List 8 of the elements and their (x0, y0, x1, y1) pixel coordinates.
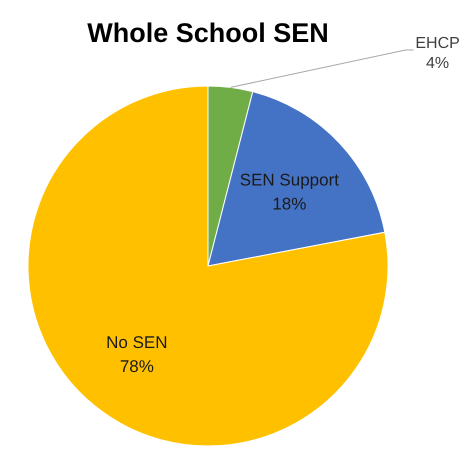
data-label: 18% (272, 194, 306, 214)
chart-title: Whole School SEN (87, 18, 329, 48)
slice-label: No SEN (106, 332, 168, 352)
data-label: 78% (120, 356, 154, 376)
data-label: 4% (426, 55, 450, 72)
slice-label: SEN Support (240, 170, 340, 190)
slice-label: EHCP (415, 35, 460, 52)
pie-slice (28, 86, 388, 446)
